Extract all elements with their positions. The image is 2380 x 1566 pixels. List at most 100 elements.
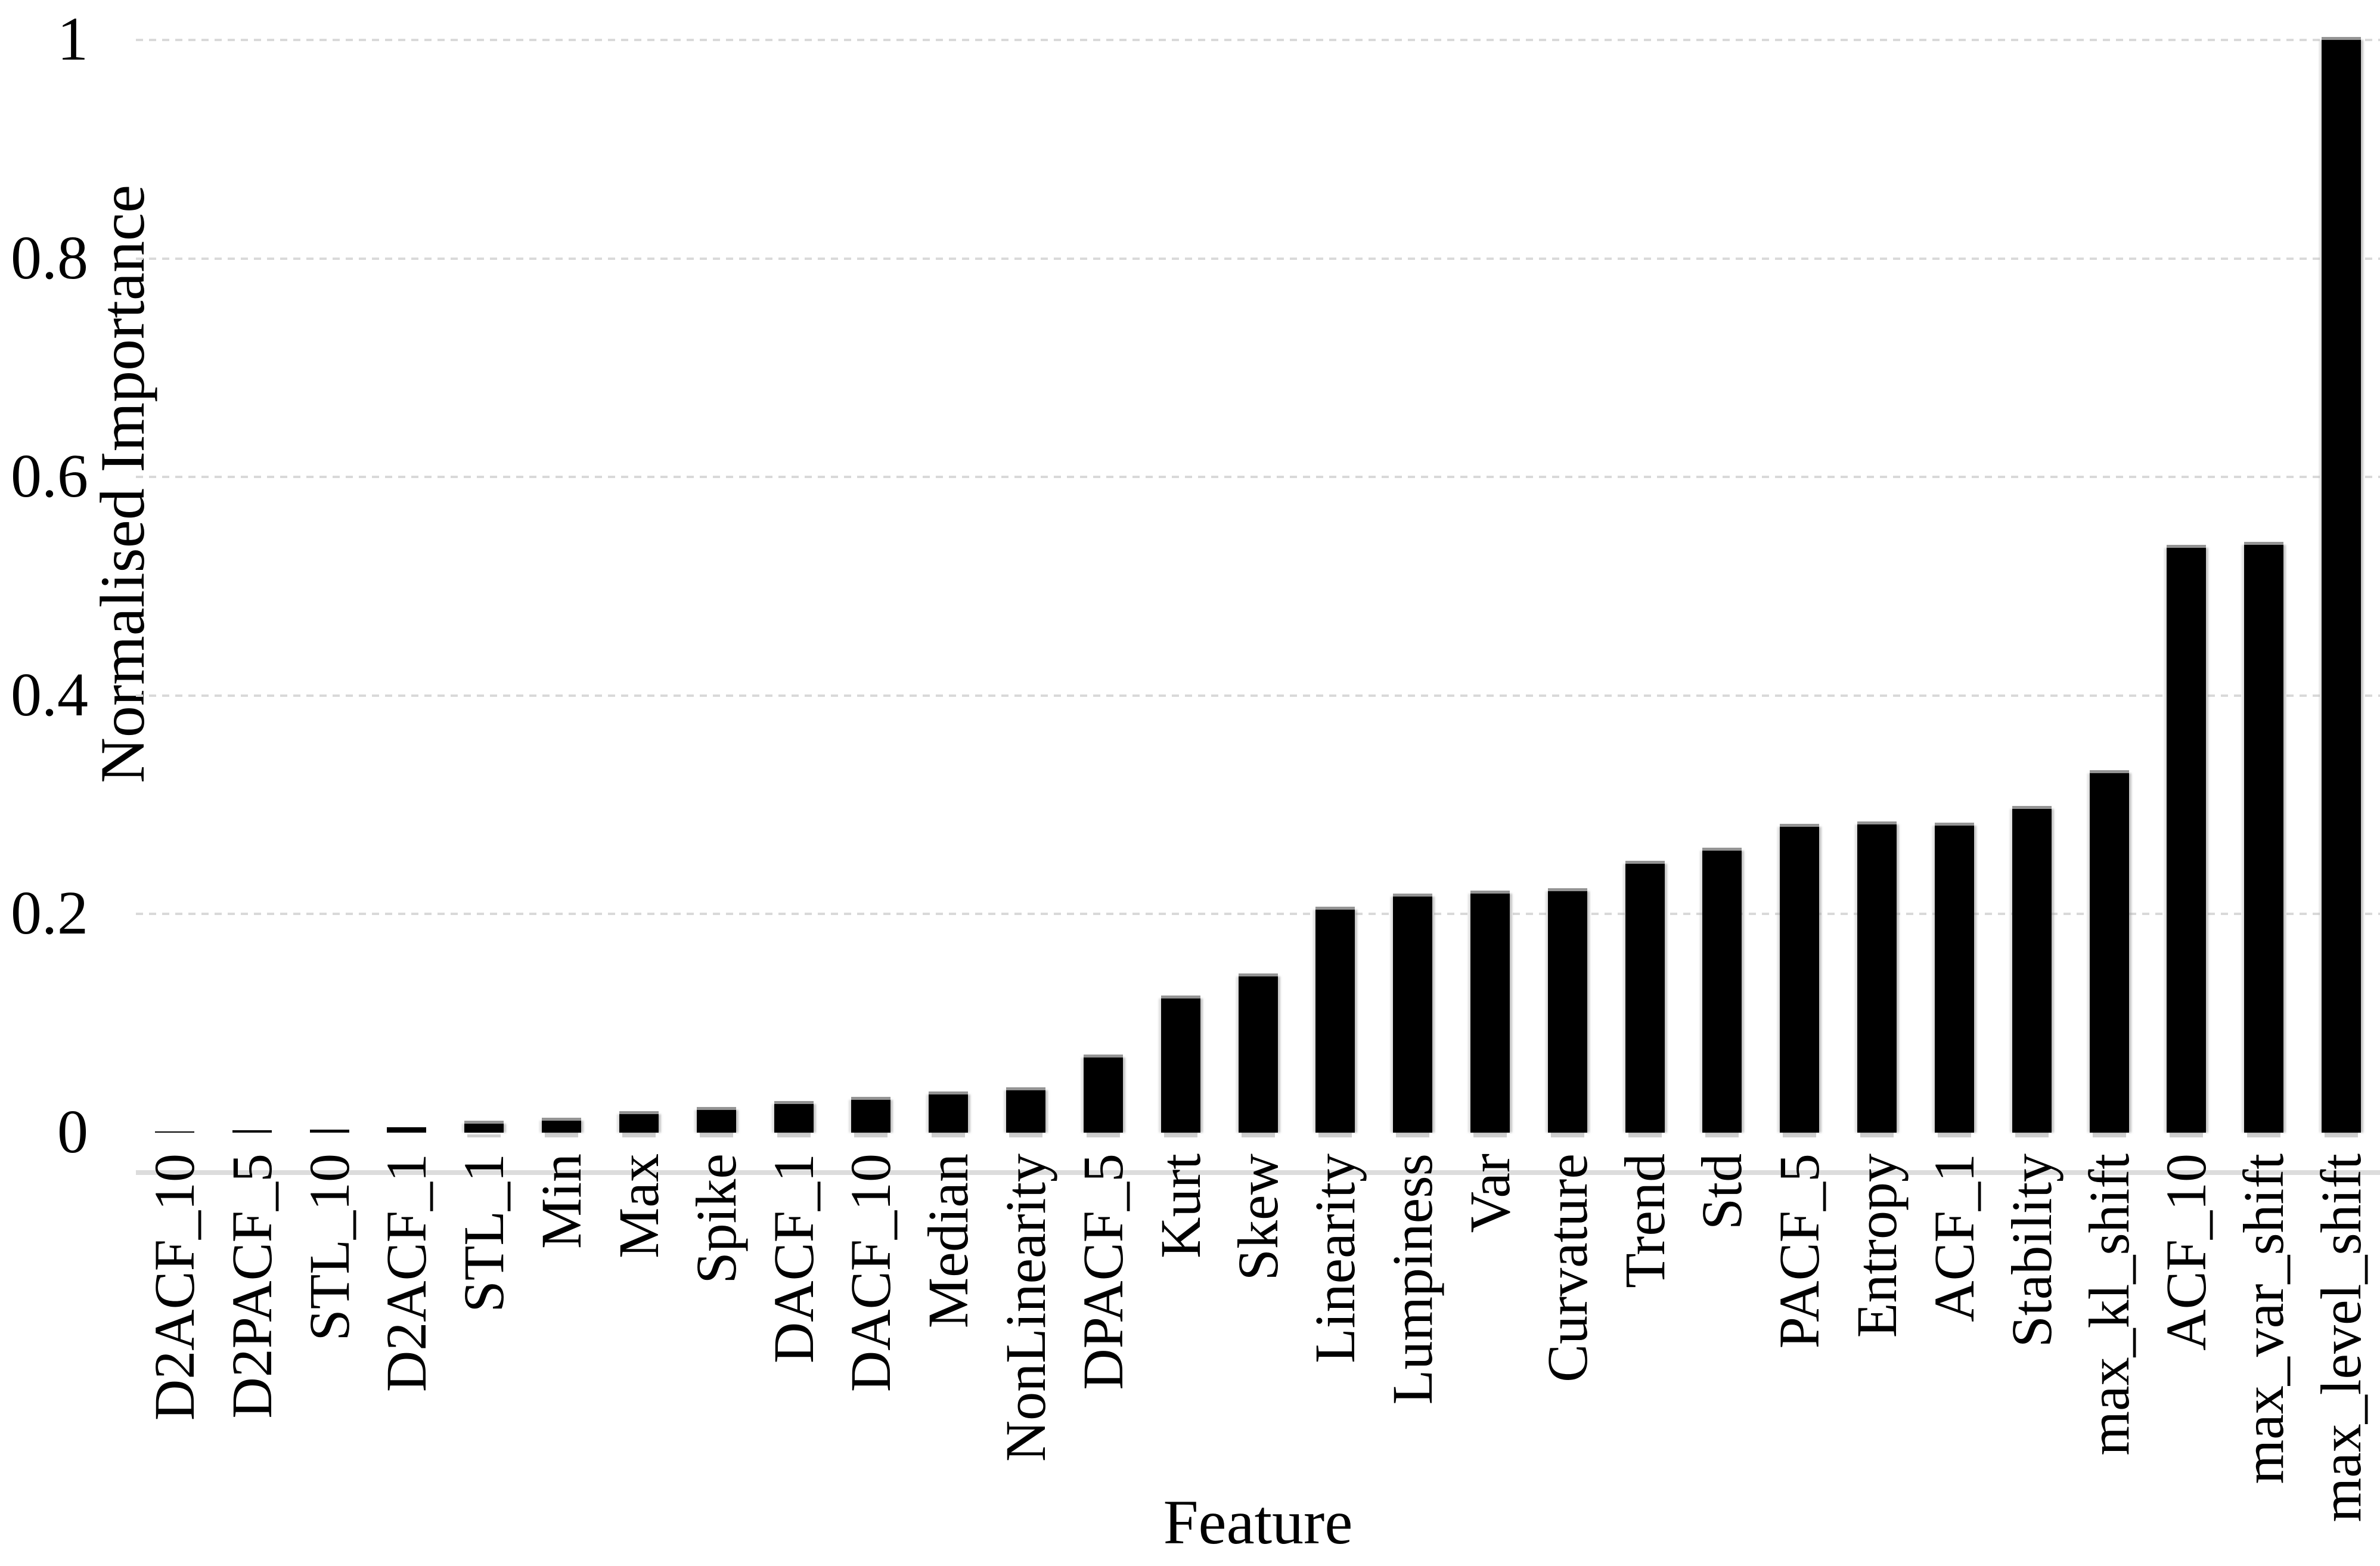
x-tick-label: Std <box>1690 1153 1754 1230</box>
bar-slot <box>1296 40 1374 1133</box>
x-tick-label: D2PACF_5 <box>219 1153 284 1419</box>
x-tick-label: PACF_5 <box>1767 1153 1832 1349</box>
bar-dacf-10 <box>851 1100 891 1133</box>
x-tick-label: STL_1 <box>452 1153 516 1313</box>
x-tick-slot: max_kl_shift <box>2071 1153 2148 1456</box>
x-tick-label: Kurt <box>1148 1153 1212 1258</box>
x-tick-slot: Skew <box>1220 1153 1297 1280</box>
x-tick-slot: ACF_10 <box>2148 1153 2226 1351</box>
bar-slot <box>1761 40 1838 1133</box>
x-tick-slot: Stability <box>1993 1153 2071 1347</box>
bar-slot <box>910 40 987 1133</box>
bars-container <box>136 40 2380 1133</box>
x-tick-slot: Median <box>910 1153 987 1328</box>
x-tick-label: Max <box>606 1153 671 1258</box>
y-tick-label: 0.2 <box>11 879 88 948</box>
bar-slot <box>1529 40 1606 1133</box>
bar-kurt <box>1160 998 1200 1133</box>
x-axis-line <box>136 1170 2380 1175</box>
x-tick-slot: NonLinearity <box>987 1153 1065 1462</box>
bar-acf-1 <box>1934 826 1974 1133</box>
x-tick-label: ACF_10 <box>2154 1153 2218 1351</box>
x-tick-label: Linearity <box>1303 1153 1367 1363</box>
x-tick-label: Trend <box>1612 1153 1677 1288</box>
x-tick-slot: Kurt <box>1142 1153 1220 1258</box>
bar-slot <box>2303 40 2380 1133</box>
x-tick-label: Min <box>529 1153 594 1249</box>
y-tick-label: 0.4 <box>11 660 88 729</box>
bar-slot <box>1065 40 1142 1133</box>
x-tick-label: ACF_1 <box>1922 1153 1986 1322</box>
bar-trend <box>1625 864 1665 1133</box>
x-tick-label: Skew <box>1225 1153 1290 1281</box>
x-tick-slot: max_level_shift <box>2303 1153 2380 1522</box>
bar-slot <box>600 40 678 1133</box>
bar-pacf-5 <box>1780 827 1820 1133</box>
bar-d2acf-10 <box>154 1131 194 1133</box>
x-tick-slot: Curvature <box>1529 1153 1606 1382</box>
bar-slot <box>2148 40 2226 1133</box>
x-tick-slot: Spike <box>678 1153 755 1284</box>
bar-slot <box>1142 40 1220 1133</box>
x-tick-slot: Lumpiness <box>1374 1153 1451 1404</box>
bar-median <box>929 1094 969 1133</box>
y-axis-tick-labels: 1 0.8 0.6 0.4 0.2 0 <box>0 0 88 1566</box>
y-tick-label: 0.8 <box>11 223 88 292</box>
bar-skew <box>1238 976 1278 1133</box>
x-tick-label: Curvature <box>1535 1153 1599 1382</box>
bar-nonlinearity <box>1006 1090 1046 1133</box>
bar-dpacf-5 <box>1083 1058 1123 1133</box>
x-tick-label: max_var_shift <box>2232 1153 2296 1484</box>
bar-spike <box>696 1110 736 1133</box>
y-tick-label: 1 <box>57 5 88 73</box>
gridline <box>136 39 2380 41</box>
bar-slot <box>2071 40 2148 1133</box>
bar-slot <box>832 40 910 1133</box>
bar-max-level-shift <box>2322 40 2362 1133</box>
x-tick-slot: Var <box>1451 1153 1529 1233</box>
x-tick-label: max_level_shift <box>2309 1153 2373 1522</box>
bar-slot <box>1838 40 1916 1133</box>
bar-max <box>619 1114 659 1133</box>
bar-stl-1 <box>464 1124 504 1133</box>
x-tick-label: D2ACF_10 <box>142 1153 206 1421</box>
bar-curvature <box>1547 891 1587 1133</box>
x-tick-slot: Min <box>523 1153 600 1249</box>
gridline <box>136 476 2380 479</box>
x-tick-slot: Trend <box>1606 1153 1684 1288</box>
bar-slot <box>1916 40 1993 1133</box>
x-tick-label: D2ACF_1 <box>374 1153 439 1393</box>
x-tick-label: Median <box>916 1153 980 1329</box>
x-tick-slot: DPACF_5 <box>1065 1153 1142 1390</box>
bar-slot <box>987 40 1065 1133</box>
bar-slot <box>1374 40 1451 1133</box>
x-tick-label: DACF_10 <box>839 1153 903 1393</box>
x-tick-slot: ACF_1 <box>1916 1153 1993 1322</box>
bar-entropy <box>1857 824 1897 1133</box>
x-tick-slot: STL_10 <box>291 1153 368 1341</box>
bar-lumpiness <box>1393 897 1433 1133</box>
x-axis-tick-labels: D2ACF_10 D2PACF_5 STL_10 D2ACF_1 STL_1 Min Max… <box>136 1153 2380 1522</box>
x-tick-slot: PACF_5 <box>1761 1153 1838 1348</box>
x-tick-slot: D2PACF_5 <box>213 1153 291 1419</box>
bar-d2pacf-5 <box>232 1130 272 1133</box>
x-tick-label: Lumpiness <box>1380 1153 1445 1405</box>
plot-area <box>136 39 2380 1175</box>
bar-stability <box>2012 809 2052 1133</box>
bar-slot <box>678 40 755 1133</box>
bar-std <box>1702 851 1742 1133</box>
x-tick-slot: DACF_1 <box>755 1153 833 1363</box>
bar-slot <box>445 40 523 1133</box>
bar-min <box>542 1121 582 1133</box>
x-tick-slot: STL_1 <box>445 1153 523 1313</box>
x-tick-label: DACF_1 <box>761 1153 826 1364</box>
x-tick-slot: Max <box>600 1153 678 1258</box>
bar-max-kl-shift <box>2089 773 2129 1133</box>
bar-dacf-1 <box>774 1104 814 1133</box>
bar-slot <box>1684 40 1761 1133</box>
x-tick-label: NonLinearity <box>994 1153 1058 1462</box>
y-tick-label: 0 <box>57 1097 88 1166</box>
gridline <box>136 913 2380 916</box>
gridline <box>136 694 2380 697</box>
